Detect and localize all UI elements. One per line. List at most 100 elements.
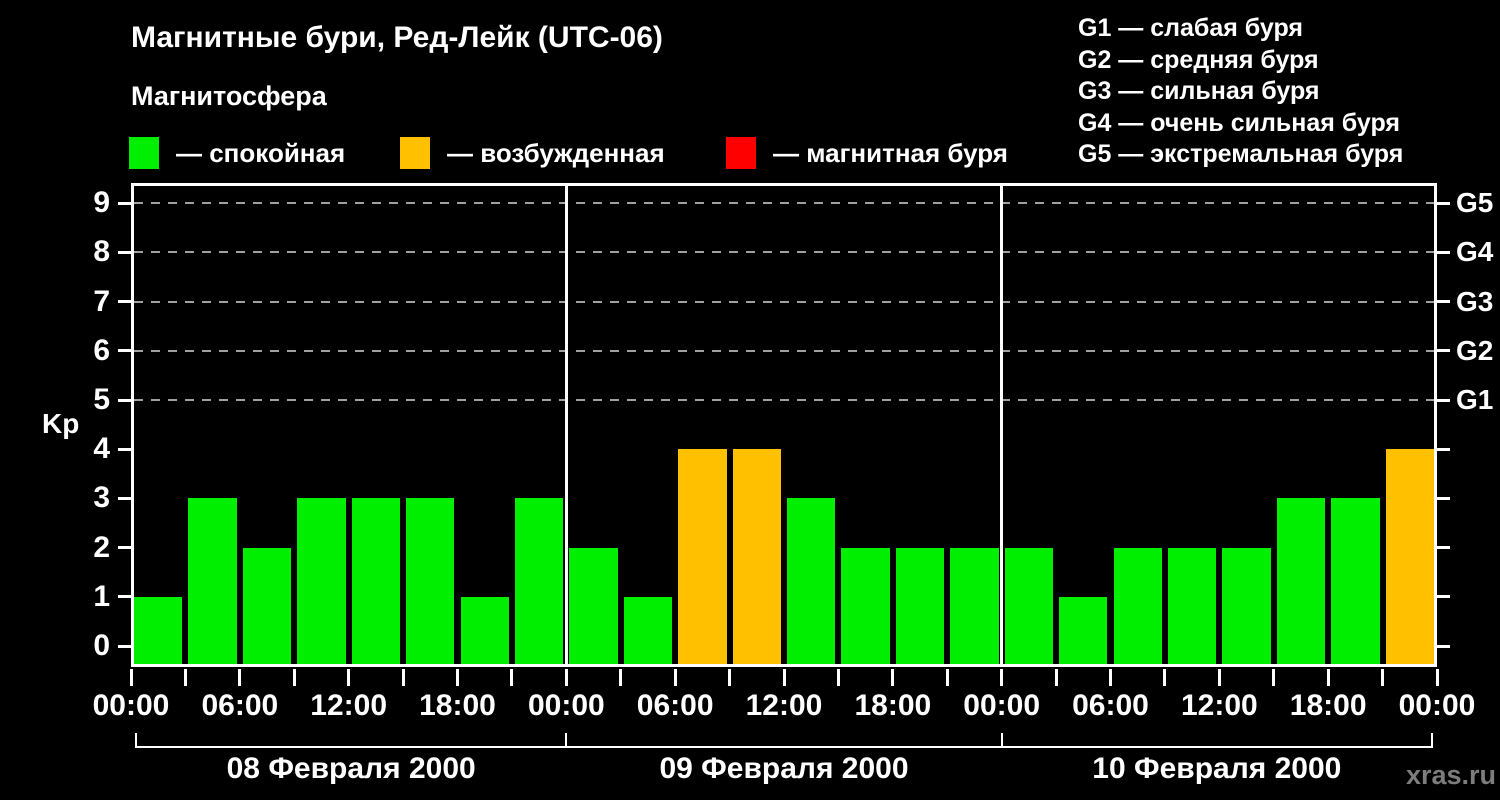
kp-bar (623, 596, 673, 664)
y-axis-tick-right (1437, 201, 1450, 205)
x-tick-label: 06:00 (1072, 689, 1149, 722)
x-tick-label: 18:00 (1289, 689, 1367, 722)
y-axis-tick (118, 250, 131, 254)
x-axis-tick (1272, 669, 1276, 686)
g-scale-label: G3 (1456, 285, 1494, 317)
g-scale-label: G1 (1456, 384, 1494, 415)
y-tick-label: 5 (93, 383, 110, 416)
y-axis-tick (118, 644, 131, 648)
kp-bar (1167, 547, 1217, 664)
kp-bar (460, 596, 509, 664)
y-axis-tick-right (1437, 398, 1450, 402)
y-axis-tick (118, 398, 131, 402)
x-axis-tick (1109, 669, 1112, 686)
date-label: 10 Февраля 2000 (1092, 752, 1342, 785)
kp-bar (1276, 498, 1326, 664)
x-tick-label: 12:00 (310, 689, 388, 722)
y-axis-tick (118, 496, 131, 500)
x-axis-tick (782, 669, 786, 686)
x-axis-tick (1163, 669, 1167, 686)
grid-line (134, 251, 1434, 254)
x-axis-tick (891, 669, 895, 686)
g1-legend-line: G1 — слабая буря (1078, 14, 1304, 42)
chart-title: Магнитные бури, Ред-Лейк (UTC-06) (131, 21, 663, 54)
y-axis-tick-right (1437, 546, 1450, 550)
g-scale-label: G2 (1456, 334, 1494, 366)
g-scale-label: G4 (1456, 236, 1494, 268)
y-axis-tick-right (1437, 496, 1450, 500)
kp-bar (1385, 449, 1434, 664)
kp-bar (351, 498, 401, 664)
kp-bar (514, 498, 564, 664)
grid-line (134, 399, 1434, 401)
x-axis-tick (129, 669, 133, 686)
x-axis-tick (510, 669, 514, 686)
y-tick-label: 8 (93, 235, 110, 269)
x-tick-label: 00:00 (92, 689, 170, 722)
x-tick-label: 00:00 (1398, 689, 1476, 722)
kp-bar (188, 498, 237, 664)
kp-bar (134, 596, 183, 664)
kp-bar (1059, 596, 1108, 664)
storm-legend-label: — магнитная буря (773, 138, 1008, 168)
g5-legend-line: G5 — экстремальная буря (1078, 140, 1404, 168)
date-bracket-end (1000, 733, 1003, 748)
y-axis-tick-right (1437, 250, 1450, 254)
active-color-swatch (400, 137, 430, 169)
x-axis-tick (728, 669, 732, 686)
y-axis-title: Kp (42, 408, 80, 439)
kp-bar (297, 498, 346, 664)
kp-bar (787, 498, 836, 664)
x-axis-tick (836, 669, 840, 686)
x-axis-tick (238, 669, 242, 686)
legend-item-active: — возбужденная (400, 137, 665, 169)
quiet-legend-label: — спокойная (176, 138, 346, 168)
grid-line (134, 349, 1434, 352)
y-axis-tick-right (1437, 595, 1450, 599)
x-axis-tick (673, 669, 677, 686)
x-axis-tick (401, 669, 405, 686)
y-axis-tick (118, 201, 131, 205)
y-tick-label: 3 (93, 481, 110, 515)
y-axis-tick (118, 300, 131, 304)
kp-bar (1222, 547, 1271, 664)
g4-legend-line: G4 — очень сильная буря (1078, 108, 1400, 137)
day-separator (564, 186, 568, 664)
x-axis-tick (564, 669, 568, 686)
date-bracket-end (1431, 733, 1433, 748)
y-axis-tick (118, 447, 131, 451)
kp-bar (678, 449, 727, 664)
date-bracket-end (135, 733, 137, 748)
kp-bar (732, 449, 781, 664)
y-tick-label: 0 (93, 629, 110, 662)
y-axis-tick-right (1437, 644, 1450, 648)
y-axis-tick-right (1437, 349, 1450, 353)
x-tick-label: 06:00 (636, 689, 714, 722)
y-axis-tick (118, 595, 131, 599)
x-tick-label: 18:00 (419, 689, 496, 722)
kp-bar (950, 547, 999, 664)
grid-line (134, 202, 1434, 205)
active-legend-label: — возбужденная (447, 138, 665, 168)
x-tick-label: 12:00 (745, 689, 823, 722)
kp-bar (895, 547, 945, 664)
x-tick-label: 00:00 (527, 689, 605, 722)
x-axis-tick (1217, 669, 1221, 686)
kp-bar (1004, 547, 1054, 664)
x-axis-tick (292, 669, 296, 686)
kp-bar (841, 547, 890, 664)
y-tick-label: 1 (93, 579, 110, 613)
storm-color-swatch (726, 137, 756, 169)
y-axis-tick-right (1437, 300, 1450, 304)
x-axis-tick (945, 669, 949, 686)
y-axis-tick-right (1437, 447, 1450, 451)
x-axis-tick (1000, 669, 1004, 686)
x-axis-tick (1054, 669, 1058, 686)
g3-legend-line: G3 — сильная буря (1078, 77, 1320, 105)
x-axis-tick (183, 669, 187, 686)
x-axis-tick (1326, 669, 1330, 686)
x-tick-label: 06:00 (201, 689, 279, 722)
date-label: 09 Февраля 2000 (659, 752, 909, 785)
kp-bar (1331, 498, 1380, 664)
